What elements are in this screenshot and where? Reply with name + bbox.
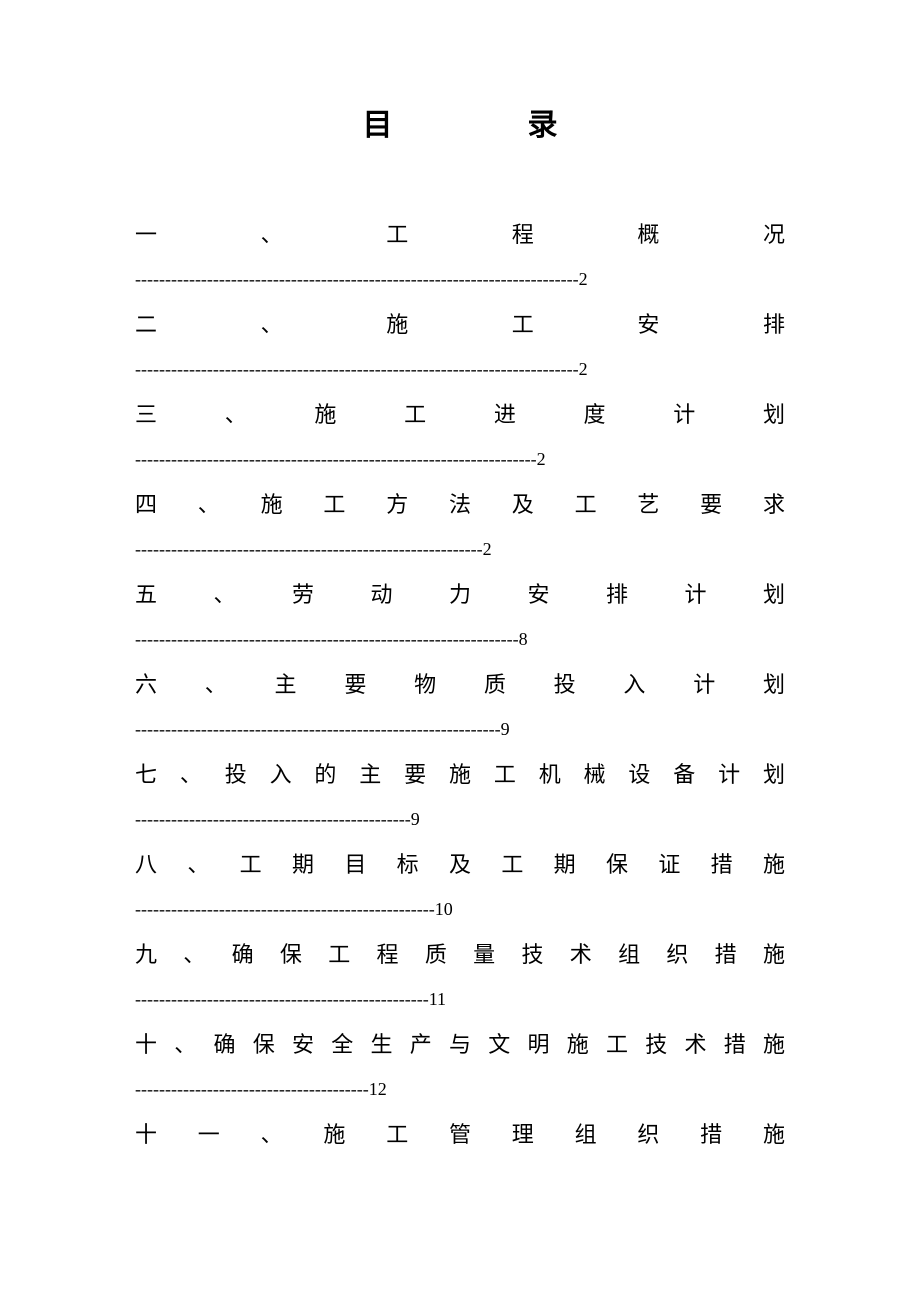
toc-label: 二 、 施 工 安 排 (135, 304, 785, 346)
toc-entry: 八 、 工 期 目 标 及 工 期 保 证 措 施 --------------… (135, 844, 785, 926)
toc-dashes: ----------------------------------------… (135, 532, 785, 566)
toc-entry: 十 、 确 保 安 全 生 产 与 文 明 施 工 技 术 措 施 ------… (135, 1024, 785, 1106)
toc-entry: 五 、 劳 动 力 安 排 计 划 ----------------------… (135, 574, 785, 656)
toc-dashes: ----------------------------------------… (135, 352, 785, 386)
toc-label: 十 一 、 施 工 管 理 组 织 措 施 (135, 1114, 785, 1156)
toc-label: 四 、 施 工 方 法 及 工 艺 要 求 (135, 484, 785, 526)
table-of-contents: 一 、 工 程 概 况 ----------------------------… (135, 214, 785, 1156)
toc-label: 五 、 劳 动 力 安 排 计 划 (135, 574, 785, 616)
toc-entry: 十 一 、 施 工 管 理 组 织 措 施 (135, 1114, 785, 1156)
toc-dashes: ----------------------------------------… (135, 892, 785, 926)
toc-label: 七 、 投 入 的 主 要 施 工 机 械 设 备 计 划 (135, 754, 785, 796)
toc-dashes: ----------------------------------------… (135, 712, 785, 746)
toc-dashes: ----------------------------------------… (135, 262, 785, 296)
toc-entry: 七 、 投 入 的 主 要 施 工 机 械 设 备 计 划 ----------… (135, 754, 785, 836)
toc-entry: 六 、 主 要 物 质 投 入 计 划 --------------------… (135, 664, 785, 746)
toc-entry: 二 、 施 工 安 排 ----------------------------… (135, 304, 785, 386)
toc-entry: 三 、 施 工 进 度 计 划 ------------------------… (135, 394, 785, 476)
toc-dashes: ---------------------------------------1… (135, 1072, 785, 1106)
toc-dashes: ----------------------------------------… (135, 802, 785, 836)
toc-label: 十 、 确 保 安 全 生 产 与 文 明 施 工 技 术 措 施 (135, 1024, 785, 1066)
toc-entry: 四 、 施 工 方 法 及 工 艺 要 求 ------------------… (135, 484, 785, 566)
toc-label: 一 、 工 程 概 况 (135, 214, 785, 256)
toc-dashes: ----------------------------------------… (135, 982, 785, 1016)
toc-label: 六 、 主 要 物 质 投 入 计 划 (135, 664, 785, 706)
page-title: 目 录 (135, 100, 785, 144)
toc-entry: 九 、 确 保 工 程 质 量 技 术 组 织 措 施 ------------… (135, 934, 785, 1016)
toc-dashes: ----------------------------------------… (135, 442, 785, 476)
title-char-2: 录 (528, 100, 558, 144)
toc-entry: 一 、 工 程 概 况 ----------------------------… (135, 214, 785, 296)
toc-dashes: ----------------------------------------… (135, 622, 785, 656)
toc-label: 三 、 施 工 进 度 计 划 (135, 394, 785, 436)
title-char-1: 目 (363, 100, 393, 144)
toc-label: 八 、 工 期 目 标 及 工 期 保 证 措 施 (135, 844, 785, 886)
toc-label: 九 、 确 保 工 程 质 量 技 术 组 织 措 施 (135, 934, 785, 976)
